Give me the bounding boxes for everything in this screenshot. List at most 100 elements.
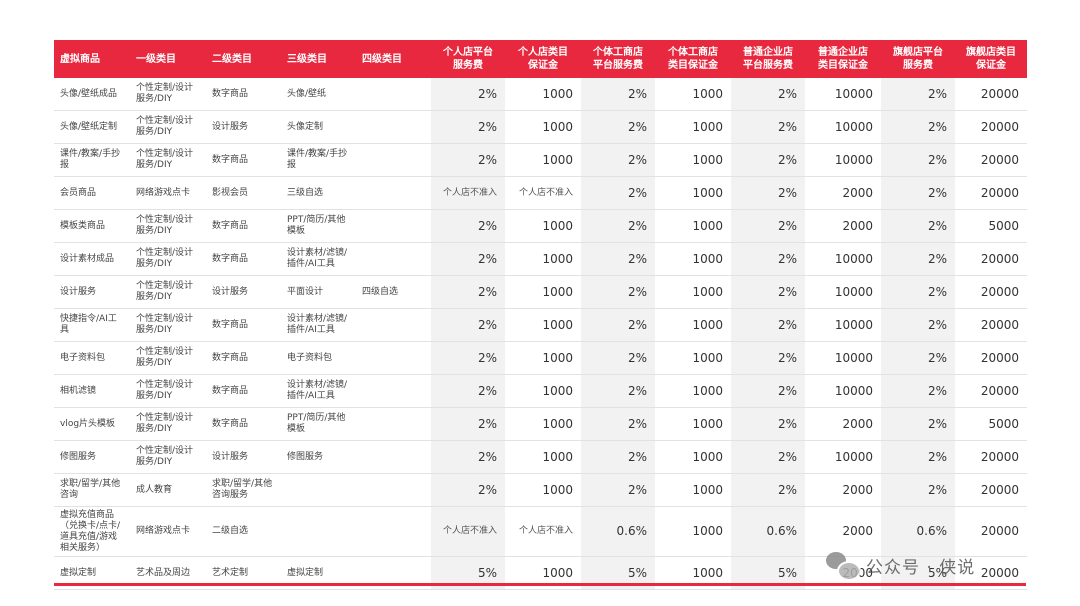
table-cell: 个性定制/设计服务/DIY: [130, 440, 206, 474]
table-cell: 2000: [805, 209, 881, 243]
table-cell: 设计服务: [206, 440, 281, 474]
table-cell: 2%: [881, 176, 955, 210]
fee-table-container: 虚拟商品 一级类目 二级类目 三级类目 四级类目 个人店平台 服务费 个人店类目 保证金 个体工商…: [54, 40, 1027, 590]
table-cell: 2%: [431, 209, 505, 243]
table-cell: 个人店不准入: [431, 176, 505, 210]
table-cell: [356, 110, 431, 144]
table-cell: 20000: [955, 143, 1027, 177]
table-cell: [356, 473, 431, 507]
table-cell: 数字商品: [206, 341, 281, 375]
table-cell: 20000: [955, 78, 1027, 111]
table-cell: 1000: [505, 473, 581, 507]
table-cell: 0.6%: [881, 506, 955, 557]
table-cell: 2%: [431, 341, 505, 375]
table-cell: 1000: [505, 242, 581, 276]
table-cell: 个性定制/设计服务/DIY: [130, 242, 206, 276]
table-cell: [281, 473, 356, 507]
table-cell: 2%: [731, 374, 805, 408]
table-cell: 2%: [581, 341, 655, 375]
table-cell: 2%: [731, 110, 805, 144]
table-cell: 20000: [955, 374, 1027, 408]
table-cell: [356, 143, 431, 177]
table-cell: 0.6%: [731, 506, 805, 557]
table-cell: 个性定制/设计服务/DIY: [130, 341, 206, 375]
table-cell: 2000: [805, 407, 881, 441]
table-cell: 1000: [505, 143, 581, 177]
table-cell: 10000: [805, 143, 881, 177]
table-row: 虚拟充值商品（兑换卡/点卡/道具充值/游戏相关服务） 网络游戏点卡 二级自选 个人店不…: [54, 506, 1027, 557]
table-cell: 2%: [431, 473, 505, 507]
table-cell: 个性定制/设计服务/DIY: [130, 275, 206, 309]
table-cell: 2%: [881, 308, 955, 342]
column-header: 二级类目: [206, 40, 281, 78]
table-cell: [356, 440, 431, 474]
table-cell: 相机滤镜: [54, 374, 130, 408]
table-cell: 10000: [805, 110, 881, 144]
bottom-accent-line: [54, 583, 1026, 586]
table-cell: 数字商品: [206, 374, 281, 408]
column-header: 四级类目: [356, 40, 431, 78]
table-cell: 个人店不准入: [431, 506, 505, 557]
table-cell: 2%: [581, 78, 655, 111]
table-cell: 2%: [431, 308, 505, 342]
table-cell: 20000: [955, 308, 1027, 342]
table-cell: 数字商品: [206, 407, 281, 441]
table-cell: 设计服务: [54, 275, 130, 309]
table-cell: 二级自选: [206, 506, 281, 557]
table-row: 模板类商品 个性定制/设计服务/DIY 数字商品 PPT/简历/其他模板 2% 1000 2…: [54, 209, 1027, 243]
table-cell: 1000: [655, 374, 731, 408]
table-cell: 20000: [955, 275, 1027, 309]
column-header: 个体工商店 类目保证金: [655, 40, 731, 78]
table-cell: 设计素材/滤镜/插件/AI工具: [281, 374, 356, 408]
table-cell: 2%: [881, 209, 955, 243]
table-cell: 10000: [805, 275, 881, 309]
table-cell: 1000: [505, 275, 581, 309]
table-cell: 2%: [881, 275, 955, 309]
table-cell: 20000: [955, 176, 1027, 210]
table-cell: 2%: [431, 143, 505, 177]
table-cell: 0.6%: [581, 506, 655, 557]
table-cell: 2%: [581, 407, 655, 441]
table-cell: PPT/简历/其他模板: [281, 407, 356, 441]
table-cell: 20000: [955, 440, 1027, 474]
table-cell: 1000: [655, 242, 731, 276]
table-cell: 10000: [805, 242, 881, 276]
table-cell: 个性定制/设计服务/DIY: [130, 407, 206, 441]
table-cell: 电子资料包: [54, 341, 130, 375]
table-cell: 1000: [655, 407, 731, 441]
table-cell: 2%: [431, 275, 505, 309]
table-cell: 成人教育: [130, 473, 206, 507]
table-row: 相机滤镜 个性定制/设计服务/DIY 数字商品 设计素材/滤镜/插件/AI工具 2% 10…: [54, 374, 1027, 408]
table-cell: 2%: [431, 78, 505, 111]
table-cell: 1000: [655, 473, 731, 507]
table-cell: 2%: [731, 176, 805, 210]
table-cell: 20000: [955, 473, 1027, 507]
table-cell: 数字商品: [206, 242, 281, 276]
table-cell: 5000: [955, 209, 1027, 243]
table-cell: 2%: [581, 110, 655, 144]
table-cell: 个性定制/设计服务/DIY: [130, 308, 206, 342]
table-cell: 设计素材/滤镜/插件/AI工具: [281, 308, 356, 342]
table-cell: 1000: [655, 78, 731, 111]
wechat-icon: [826, 552, 861, 581]
column-header: 普通企业店 平台服务费: [731, 40, 805, 78]
watermark: 公众号 · 侠说: [826, 550, 975, 581]
table-cell: 1000: [655, 110, 731, 144]
table-cell: 个人店不准入: [505, 506, 581, 557]
table-cell: 设计素材成品: [54, 242, 130, 276]
table-cell: 设计服务: [206, 110, 281, 144]
table-cell: 2%: [881, 407, 955, 441]
table-cell: PPT/简历/其他模板: [281, 209, 356, 243]
table-cell: 2%: [731, 143, 805, 177]
table-cell: 1000: [505, 407, 581, 441]
table-cell: 课件/教案/手抄报: [54, 143, 130, 177]
table-cell: 个性定制/设计服务/DIY: [130, 143, 206, 177]
table-cell: 数字商品: [206, 209, 281, 243]
table-cell: 20000: [955, 110, 1027, 144]
table-cell: 头像/壁纸成品: [54, 78, 130, 111]
column-header: 虚拟商品: [54, 40, 130, 78]
table-cell: 影视会员: [206, 176, 281, 210]
table-cell: 2%: [581, 374, 655, 408]
table-row: 快捷指令/AI工具 个性定制/设计服务/DIY 数字商品 设计素材/滤镜/插件/AI工…: [54, 308, 1027, 342]
table-cell: 电子资料包: [281, 341, 356, 375]
